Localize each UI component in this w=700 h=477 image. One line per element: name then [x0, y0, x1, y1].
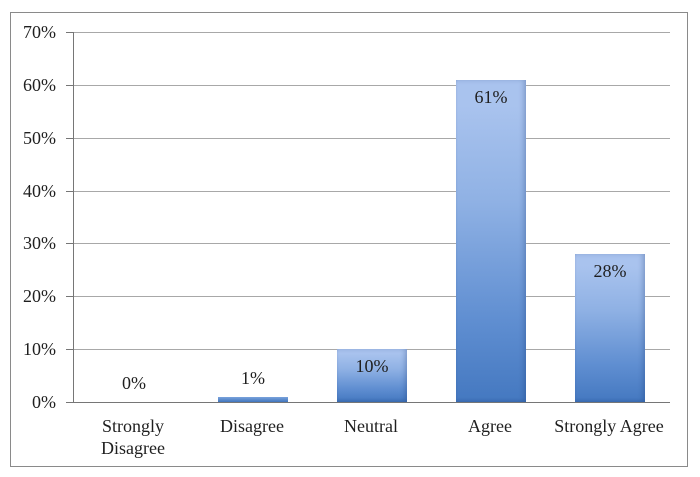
gridline-20%: [74, 296, 670, 297]
x-axis-label-disagree: Disagree: [220, 416, 284, 436]
y-axis-label-40-: 40%: [23, 181, 56, 201]
bar-value-label-strongly-disagree: 0%: [122, 373, 146, 393]
x-axis-label-neutral: Neutral: [344, 416, 398, 436]
bar-value-label-agree: 61%: [474, 87, 508, 107]
y-axis-label-0-: 0%: [32, 392, 56, 412]
y-axis-label-20-: 20%: [23, 286, 56, 306]
y-axis-tick-mark: [66, 85, 73, 86]
bar-value-label-disagree: 1%: [241, 368, 265, 388]
y-axis-label-30-: 30%: [23, 233, 56, 253]
y-axis-tick-mark: [66, 243, 73, 244]
y-axis-tick-mark: [66, 402, 73, 403]
bar-agree: [456, 80, 526, 402]
bar-neutral: [337, 349, 407, 402]
gridline-50%: [74, 138, 670, 139]
chart-outer-border: [10, 12, 688, 467]
y-axis-tick-mark: [66, 349, 73, 350]
gridline-30%: [74, 243, 670, 244]
y-axis-tick-mark: [66, 138, 73, 139]
gridline-40%: [74, 191, 670, 192]
gridline-70%: [74, 32, 670, 33]
x-axis-label-strongly-disagree: Strongly Disagree: [101, 416, 165, 458]
y-axis-label-50-: 50%: [23, 128, 56, 148]
bar-value-label-neutral: 10%: [355, 356, 389, 376]
y-axis-tick-mark: [66, 296, 73, 297]
bar-strongly-agree: [575, 254, 645, 402]
x-axis-label-agree: Agree: [468, 416, 512, 436]
y-axis-label-70-: 70%: [23, 22, 56, 42]
y-axis-tick-mark: [66, 191, 73, 192]
x-axis-label-strongly-agree: Strongly Agree: [554, 416, 664, 436]
plot-area: 0% 1% 10% 61% 28%: [73, 32, 670, 403]
gridline-60%: [74, 85, 670, 86]
y-axis-label-10-: 10%: [23, 339, 56, 359]
y-axis-label-60-: 60%: [23, 75, 56, 95]
bar-value-label-strongly-agree: 28%: [593, 261, 627, 281]
bar-disagree: [218, 397, 288, 402]
y-axis-tick-mark: [66, 32, 73, 33]
